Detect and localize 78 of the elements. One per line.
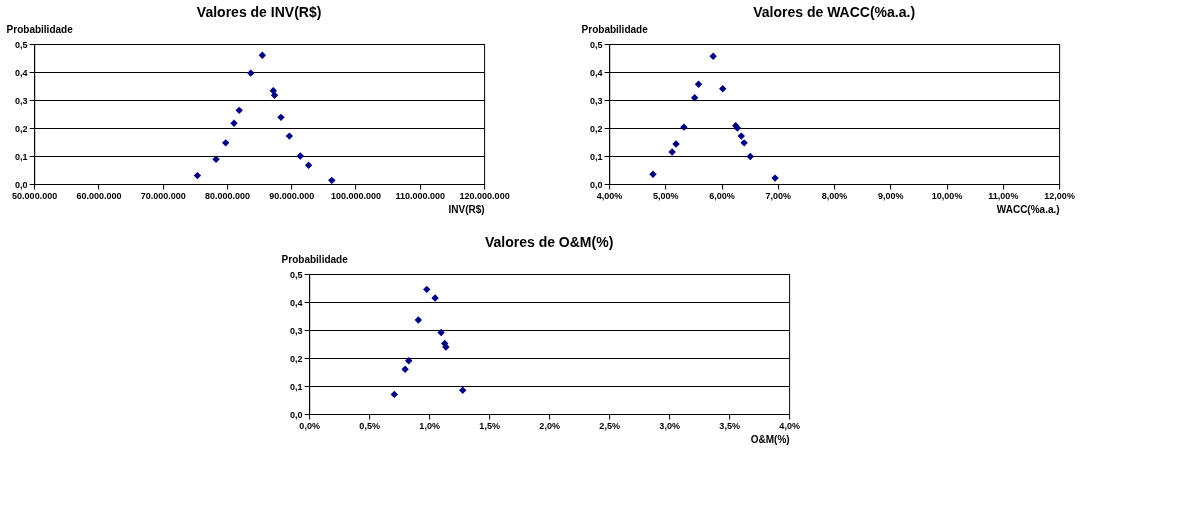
x-tick-label: 70.000.000 <box>140 190 186 201</box>
y-tick-label: 0,0 <box>590 179 603 190</box>
chart-title: Valores de WACC(%a.a.) <box>753 4 916 20</box>
x-tick-label: 110.000.000 <box>395 190 446 201</box>
x-tick-label: 7,00% <box>765 190 792 201</box>
x-tick-label: 9,00% <box>878 190 904 201</box>
x-tick-label: 2,5% <box>599 420 620 431</box>
x-tick-label: 6,00% <box>709 190 735 201</box>
y-tick-label: 0,1 <box>15 151 28 162</box>
point <box>270 91 279 99</box>
point <box>437 328 445 337</box>
y-tick-label: 0,5 <box>15 39 28 50</box>
y-axis-title: Probabilidade <box>281 253 349 265</box>
y-tick-label: 0,0 <box>15 179 28 190</box>
y-tick-label: 0,4 <box>590 67 603 78</box>
point <box>212 155 220 164</box>
x-tick-label: 1,0% <box>419 420 440 431</box>
y-tick-label: 0,1 <box>290 381 303 392</box>
x-tick-label: 60.000.000 <box>76 190 122 201</box>
point <box>304 161 313 169</box>
point <box>277 113 285 122</box>
point <box>193 171 202 180</box>
y-tick-label: 0,2 <box>590 123 603 134</box>
point <box>405 357 413 365</box>
point <box>414 316 423 324</box>
point <box>221 139 230 147</box>
y-tick-label: 0,1 <box>590 151 603 162</box>
chart-title: Valores de INV(R$) <box>196 4 322 20</box>
point <box>459 386 467 394</box>
point <box>719 85 727 93</box>
x-tick-label: 50.000.000 <box>12 190 58 201</box>
x-tick-label: 4,0% <box>779 420 800 431</box>
point <box>746 152 755 161</box>
x-tick-label: 3,0% <box>659 420 680 431</box>
point <box>401 365 409 373</box>
point <box>328 176 336 185</box>
x-tick-label: 8,00% <box>821 190 848 201</box>
y-tick-label: 0,4 <box>290 297 303 308</box>
x-tick-label: 2,0% <box>539 420 560 431</box>
y-tick-label: 0,3 <box>15 95 28 106</box>
point <box>258 51 267 59</box>
y-tick-label: 0,0 <box>290 409 303 420</box>
x-tick-label: 11,00% <box>988 190 1019 201</box>
y-axis-title: Probabilidade <box>581 23 649 35</box>
x-tick-label: 4,00% <box>596 190 623 201</box>
point <box>269 87 277 95</box>
x-tick-label: 3,5% <box>719 420 740 431</box>
y-tick-label: 0,5 <box>590 39 603 50</box>
point <box>390 390 399 399</box>
point <box>737 132 746 140</box>
point <box>709 52 717 61</box>
y-tick-label: 0,3 <box>590 95 603 106</box>
point <box>235 106 243 115</box>
y-tick-label: 0,2 <box>15 123 28 134</box>
x-tick-label: 10,00% <box>931 190 963 201</box>
chart-title: Valores de O&M(%) <box>484 234 614 250</box>
point <box>247 69 255 77</box>
x-axis-title: INV(R$) <box>448 203 485 215</box>
x-tick-label: 5,00% <box>653 190 679 201</box>
point <box>423 285 431 294</box>
x-tick-label: 1,5% <box>479 420 500 431</box>
point <box>694 80 703 89</box>
point <box>690 94 699 102</box>
y-tick-label: 0,5 <box>290 269 303 280</box>
y-axis-title: Probabilidade <box>6 23 74 35</box>
x-axis-title: WACC(%a.a.) <box>996 203 1060 215</box>
x-tick-label: 90.000.000 <box>269 190 315 201</box>
x-tick-label: 0,0% <box>299 420 320 431</box>
y-tick-label: 0,4 <box>15 67 28 78</box>
x-tick-label: 12,00% <box>1044 190 1075 201</box>
x-tick-label: 80.000.000 <box>204 190 250 201</box>
x-axis-title: O&M(%) <box>750 433 790 445</box>
point <box>285 132 294 140</box>
x-tick-label: 120.000.000 <box>459 190 510 201</box>
x-tick-label: 100.000.000 <box>331 190 382 201</box>
y-tick-label: 0,3 <box>290 325 303 336</box>
y-tick-label: 0,2 <box>290 353 303 364</box>
x-tick-label: 0,5% <box>359 420 380 431</box>
